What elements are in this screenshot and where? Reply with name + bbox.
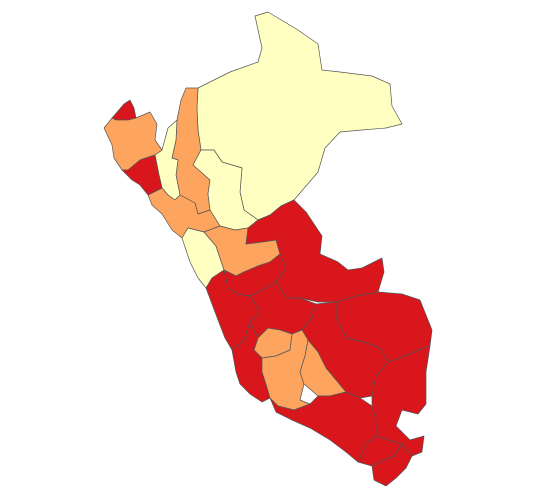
region-la-libertad[interactable] — [147, 187, 221, 239]
region-piura[interactable] — [103, 111, 163, 171]
region-tumbes[interactable] — [111, 99, 137, 121]
region-tacna[interactable] — [371, 443, 413, 487]
region-lambayeque[interactable] — [121, 154, 163, 196]
